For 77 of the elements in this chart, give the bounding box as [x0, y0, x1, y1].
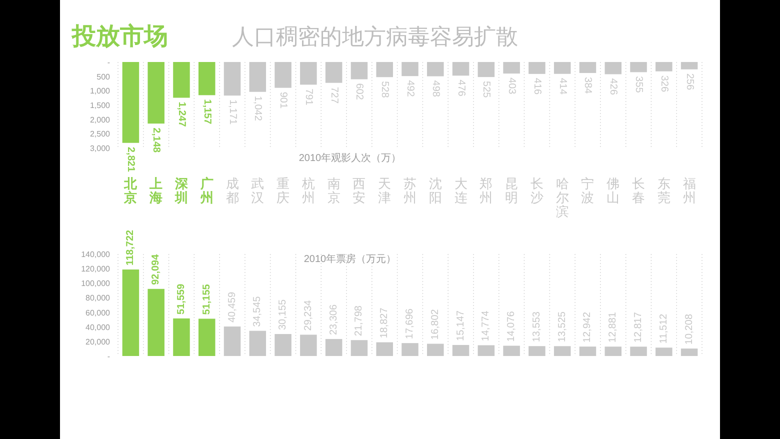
y-tick-label: 2,000	[90, 115, 111, 124]
bar	[224, 62, 241, 96]
bar	[376, 62, 393, 78]
y-tick-label: 2,500	[90, 130, 111, 139]
y-tick-label: 100,000	[81, 279, 111, 288]
data-label: 1,157	[201, 99, 212, 125]
bar	[249, 62, 266, 92]
bar	[478, 345, 495, 356]
bar	[452, 344, 470, 356]
data-label: 118,722	[125, 229, 136, 266]
bar	[402, 343, 418, 356]
bar	[427, 344, 444, 356]
y-tick-label: 20,000	[86, 337, 111, 346]
data-label: 51,559	[176, 283, 187, 314]
x-axis-title: 2010年观影人次（万）	[298, 152, 402, 164]
bar	[350, 62, 368, 80]
bar	[376, 342, 393, 356]
bar	[249, 330, 266, 356]
chart-title: 投放市场	[71, 23, 168, 50]
y-tick-label: 140,000	[81, 250, 111, 259]
bar	[503, 346, 520, 356]
bar	[604, 346, 622, 356]
bar	[528, 62, 546, 74]
bar	[300, 62, 317, 85]
bar	[122, 62, 140, 143]
x-tick-label: 广州	[199, 176, 214, 205]
bar	[148, 288, 164, 356]
bar	[274, 334, 292, 356]
bar	[630, 62, 647, 72]
bar	[173, 62, 190, 98]
bar	[630, 346, 647, 356]
bar	[198, 62, 216, 96]
bar	[680, 62, 698, 70]
y-tick-label: 1,500	[90, 101, 111, 110]
bar	[604, 62, 622, 74]
bar	[325, 339, 342, 356]
y-tick-label: 80,000	[86, 294, 111, 303]
bar	[452, 62, 470, 76]
bar	[173, 318, 190, 356]
bar	[579, 62, 596, 74]
bar	[680, 348, 698, 356]
bar	[274, 62, 292, 88]
bar	[122, 270, 140, 356]
bar	[427, 62, 444, 76]
bar	[198, 318, 216, 356]
y-tick-label: 1,000	[90, 86, 111, 96]
data-label: 1,247	[176, 102, 187, 128]
data-label: 51,155	[201, 284, 212, 315]
bar	[402, 62, 418, 76]
bar	[656, 348, 672, 356]
bar	[148, 62, 164, 124]
bar	[554, 62, 571, 74]
y-tick-label: 500	[96, 72, 111, 82]
x-tick-label: 上海	[148, 176, 163, 205]
data-label: 92,094	[150, 254, 162, 285]
bar	[503, 62, 520, 74]
chart-subtitle: 人口稠密的地方病毒容易扩散	[232, 24, 518, 49]
bar	[300, 334, 317, 356]
y-tick-label: -	[107, 58, 110, 67]
y-tick-label: -	[107, 352, 110, 361]
x-tick-label: 深圳	[174, 176, 189, 205]
x-tick-label: 北京	[123, 176, 138, 205]
y-tick-label: 60,000	[86, 308, 111, 318]
bar	[350, 340, 368, 356]
bar	[325, 62, 342, 83]
bar	[554, 346, 571, 356]
data-label: 2,148	[150, 128, 162, 154]
bar	[656, 62, 672, 72]
x-axis-title: 2010年票房（万元）	[304, 253, 396, 265]
bar	[224, 326, 241, 356]
bar	[579, 346, 596, 356]
bar	[528, 346, 546, 356]
data-label: 2,821	[125, 146, 136, 172]
y-tick-label: 3,000	[90, 144, 111, 153]
y-tick-label: 40,000	[86, 322, 111, 332]
y-tick-label: 120,000	[81, 264, 111, 274]
bar	[478, 62, 495, 78]
